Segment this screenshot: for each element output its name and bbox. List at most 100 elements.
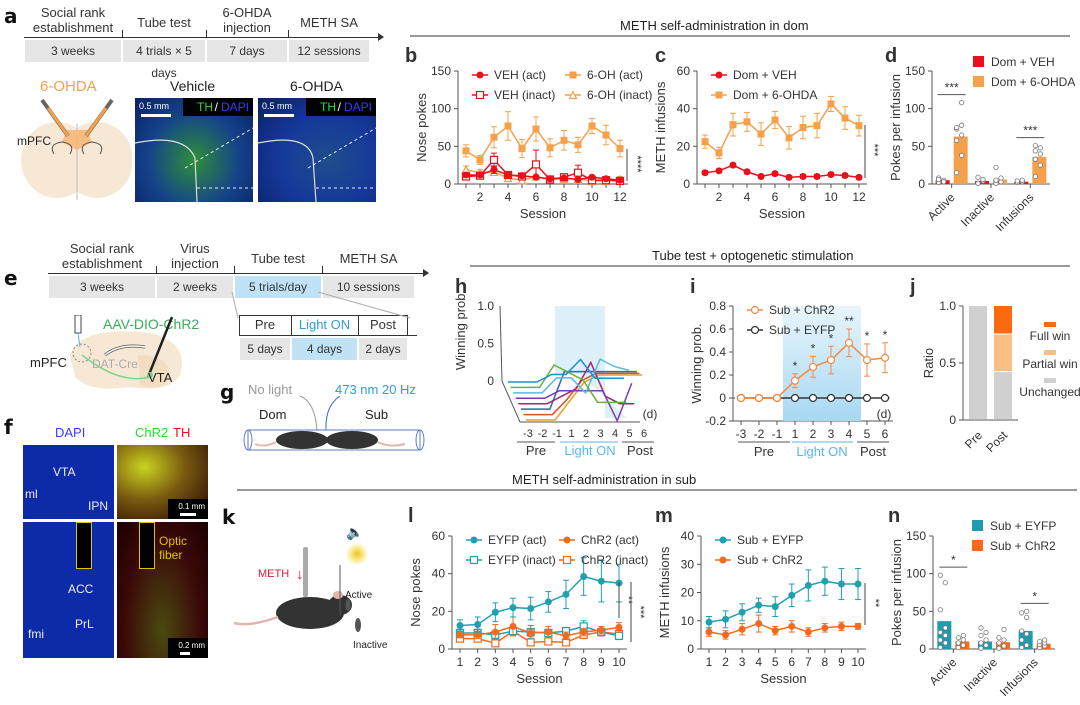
region-fmi: fmi [28, 627, 44, 641]
data-point [560, 136, 568, 144]
brain-sagittal-schematic [20, 314, 190, 395]
unit-label: (d) [877, 407, 892, 421]
individual-point [1032, 173, 1038, 180]
x-tick-label: 4 [505, 190, 512, 204]
panel-label-m: m [655, 505, 673, 527]
data-point [738, 608, 746, 616]
y-tick-label: 100 [905, 102, 925, 116]
mpfc-label-e: mPFC [30, 355, 67, 370]
x-tick-label: -1 [552, 428, 562, 440]
data-point [715, 167, 723, 175]
legend-marker [563, 536, 571, 544]
individual-point [1024, 642, 1030, 648]
data-point [755, 620, 763, 628]
cue-light-icon [346, 543, 368, 565]
individual-point [954, 170, 960, 176]
legend-marker [476, 71, 484, 79]
panel-label-d: d [885, 45, 897, 67]
legend-swatch [1044, 322, 1056, 327]
individual-point [937, 629, 943, 636]
x-axis-label: Session [759, 206, 805, 221]
data-point [729, 121, 737, 129]
x-tick-label: Infusions [993, 190, 1037, 234]
no-light-label: No light [248, 382, 293, 397]
brain-coronal-schematic [12, 92, 133, 202]
scale-bar-label-top: 0.1 mm [178, 502, 205, 511]
legend-marker [569, 71, 577, 79]
unit-label: (d) [643, 407, 658, 421]
data-point [755, 601, 763, 609]
data-point [827, 100, 835, 108]
individual-point [980, 176, 986, 183]
data-point [785, 134, 793, 142]
x-tick-label: -2 [754, 427, 765, 441]
individual-line [515, 383, 633, 423]
individual-point [960, 642, 966, 648]
data-point [616, 176, 624, 184]
stain-sep: / [214, 100, 218, 114]
y-axis-label: Nose pokes [408, 558, 423, 627]
data-point [705, 618, 713, 626]
data-point [562, 590, 570, 598]
x-tick-label: Active [926, 655, 959, 688]
series-line [465, 124, 621, 161]
data-point [715, 149, 723, 157]
data-point [546, 175, 554, 183]
micrograph-dapi-top: VTA ml IPN [23, 445, 114, 519]
data-point [456, 631, 464, 639]
y-axis-label: Nose pokes [414, 93, 429, 162]
timeline-tick [206, 30, 207, 38]
individual-point [978, 625, 984, 631]
x-tick-label: 4 [744, 190, 751, 204]
legend-label: Dom + 6-OHDA [991, 75, 1075, 89]
x-tick-label: 6 [533, 190, 540, 204]
x-tick-label: 2 [474, 655, 481, 669]
stain-th-label: TH [320, 100, 336, 114]
y-axis-label: Ratio [921, 348, 936, 378]
individual-point [996, 640, 1002, 646]
data-point [736, 393, 746, 403]
y-tick-label: 100 [431, 102, 451, 116]
significance-marker: **** [631, 155, 643, 173]
timeline-duration: 4 trials × 5 days [123, 40, 205, 80]
depth-axis [501, 380, 521, 423]
legend-label: Full win [1030, 329, 1071, 343]
data-point [701, 169, 709, 177]
x-tick-label: 5 [772, 655, 779, 669]
individual-point [1001, 637, 1007, 643]
y-tick-label: 0.8 [709, 299, 726, 313]
individual-line [518, 360, 635, 405]
individual-point [954, 137, 960, 143]
legend-label: EYFP (act) [488, 533, 546, 547]
stain-dapi-label: DAPI [343, 100, 372, 114]
panel-label-n: n [888, 505, 900, 527]
group-label: Pre [754, 444, 774, 459]
individual-point [1032, 156, 1038, 162]
section-title-dom: METH self-administration in dom [620, 18, 809, 33]
y-tick-label: 40 [432, 567, 446, 581]
data-point [837, 622, 845, 630]
individual-point [955, 640, 961, 646]
data-point [588, 122, 596, 130]
y-tick-label: 0 [949, 413, 956, 427]
individual-point [1024, 631, 1030, 637]
data-point [489, 155, 499, 164]
significance-marker: ** [844, 314, 854, 328]
timeline-duration: 12 sessions [289, 40, 369, 62]
data-point [826, 393, 836, 403]
data-point [880, 393, 890, 403]
scale-bar-label: 0.5 mm [139, 101, 170, 111]
stacked-bar-segment [994, 306, 1012, 334]
timeline-duration: 10 sessions [323, 276, 414, 298]
legend-label: Sub + ChR2 [990, 539, 1056, 553]
legend-label: 6-OH (inact) [587, 88, 652, 102]
stain-chr2-f: ChR2 [135, 425, 169, 440]
legend-label: Sub + EYFP [769, 323, 835, 337]
data-point [532, 125, 540, 133]
legend-marker [750, 305, 760, 315]
data-point [474, 631, 482, 639]
x-tick-label: 2 [583, 428, 589, 440]
individual-point [937, 607, 943, 613]
data-point [722, 615, 730, 623]
data-point [456, 621, 464, 629]
